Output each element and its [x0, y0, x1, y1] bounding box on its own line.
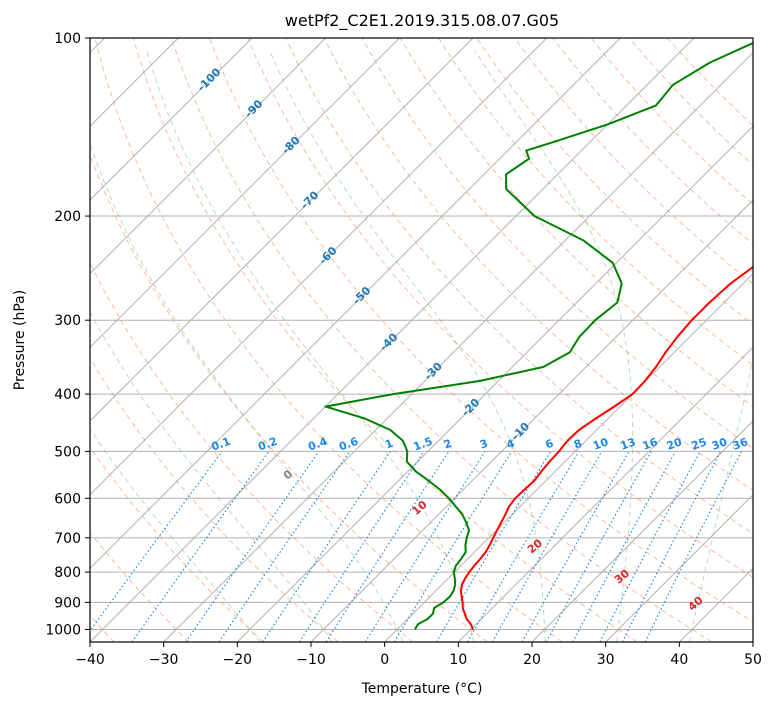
- mixing-ratio-label: 25: [690, 435, 709, 452]
- isotherm-line: [90, 38, 695, 642]
- mixing-ratio-label: 6: [544, 437, 556, 452]
- mixing-ratio-line: [545, 451, 652, 642]
- dry-adiabat-line: [90, 261, 414, 642]
- mixing-ratio-line: [131, 451, 270, 642]
- mixing-ratio-line: [364, 451, 486, 642]
- isotherm-line: [457, 346, 753, 642]
- x-tick-label: 40: [670, 652, 688, 668]
- dry-adiabat-line: [132, 38, 638, 642]
- mixing-ratio-label: 4: [505, 437, 517, 452]
- y-tick-label: 1000: [45, 622, 81, 638]
- mixing-ratio-line: [572, 451, 677, 642]
- isotherm-line: [531, 420, 753, 642]
- mixing-ratio-label: 20: [665, 435, 684, 453]
- y-tick-label: 400: [54, 387, 81, 403]
- isotherms: [90, 38, 753, 642]
- dry-adiabat-line: [90, 531, 190, 642]
- temperature-profile-line: [460, 265, 753, 630]
- y-tick-label: 500: [54, 444, 81, 460]
- dry-adiabats: [90, 38, 753, 642]
- mixing-ratio-label: 0.4: [306, 435, 329, 454]
- x-tick-label: 30: [597, 652, 615, 668]
- mixing-ratio-label: 36: [731, 435, 750, 453]
- dry-adiabat-line: [437, 38, 753, 366]
- y-tick-label: 800: [54, 565, 81, 581]
- mixing-ratio-label: 2: [442, 437, 454, 452]
- isotherm-line: [384, 272, 753, 642]
- dry-adiabat-line: [285, 38, 753, 535]
- x-tick-label: 10: [449, 652, 467, 668]
- isotherm-line: [605, 493, 753, 642]
- x-axis-title: Temperature (°C): [361, 681, 483, 697]
- isotherm-line: [90, 38, 621, 570]
- plot-area: -100-90-80-70-60-50-40-30-20-100.1 0.2 0.4…: [90, 38, 753, 642]
- y-tick-label: 900: [54, 595, 81, 611]
- x-tick-label: −20: [223, 652, 253, 668]
- data-series: [324, 41, 753, 630]
- dry-adiabat-line: [247, 38, 753, 578]
- mixing-ratio-label: 10: [591, 435, 610, 453]
- isotherm-line: [90, 38, 400, 349]
- y-tick-label: 300: [54, 313, 81, 329]
- chart-title: wetPf2_C2E1.2019.315.08.07.G05: [285, 11, 559, 31]
- isotherm-line: [310, 199, 753, 642]
- x-tick-label: 20: [523, 652, 541, 668]
- isotherm-line: [236, 125, 753, 642]
- dry-adiabat-line: [323, 38, 753, 492]
- pressure-grid: [90, 38, 753, 630]
- moist-adiabat-line: [146, 50, 475, 642]
- dewpoint-profile-line: [324, 41, 753, 630]
- mixing-ratio-label: 0.1: [210, 435, 233, 454]
- mixing-ratio-line: [218, 451, 351, 642]
- mixing-ratio-label: 16: [641, 435, 660, 453]
- mixing-ratio-line: [466, 451, 580, 642]
- moist-adiabat-line: [688, 356, 753, 642]
- plot-frame: [89, 37, 754, 643]
- mixing-ratio-line: [491, 451, 603, 642]
- y-tick-label: 600: [54, 491, 81, 507]
- x-tick-label: −30: [149, 652, 179, 668]
- mixing-ratio-lines: [90, 451, 743, 642]
- x-tick-label: 50: [744, 652, 762, 668]
- mixing-ratio-label: 30: [710, 435, 729, 453]
- mixing-ratio-label: 3: [478, 437, 490, 452]
- mixing-ratio-line: [521, 451, 630, 642]
- isotherm-line: [90, 38, 327, 275]
- x-tick-label: −10: [296, 652, 326, 668]
- mixing-ratio-label: 0.2: [256, 435, 279, 454]
- dry-adiabat-line: [399, 38, 753, 407]
- mixing-ratio-label: 0.6: [337, 435, 360, 454]
- axes: −40 −30 −20 −10 0 10 20 30 40 50 1000 900 800 700 600 5…: [45, 31, 762, 668]
- mixing-ratio-label: 1: [383, 437, 395, 452]
- mixing-ratio-line: [393, 451, 513, 642]
- dry-adiabat-line: [94, 38, 563, 642]
- isotherm-line: [90, 38, 548, 496]
- x-tick-label: −40: [75, 652, 105, 668]
- x-tick-label: 0: [380, 652, 389, 668]
- mixing-ratio-line: [90, 451, 223, 632]
- isotherm-line: [163, 51, 753, 642]
- moist-adiabat-line: [474, 50, 634, 642]
- mixing-ratio-label: 13: [619, 435, 638, 452]
- y-tick-label: 700: [54, 531, 81, 547]
- y-axis-title: Pressure (hPa): [12, 290, 28, 390]
- mixing-ratio-line: [325, 451, 450, 642]
- isotherm-line: [90, 38, 253, 201]
- moist-adiabat-line: [90, 142, 404, 642]
- y-tick-label: 100: [54, 31, 81, 47]
- y-tick-label: 200: [54, 209, 81, 225]
- mixing-ratio-label: 1.5: [412, 435, 435, 454]
- isotherm-line: [90, 38, 474, 422]
- moist-adiabat-line: [90, 428, 261, 642]
- dry-adiabat-line: [90, 357, 339, 642]
- mixing-ratio-label: 8: [572, 437, 584, 452]
- dry-adiabat-line: [209, 38, 753, 623]
